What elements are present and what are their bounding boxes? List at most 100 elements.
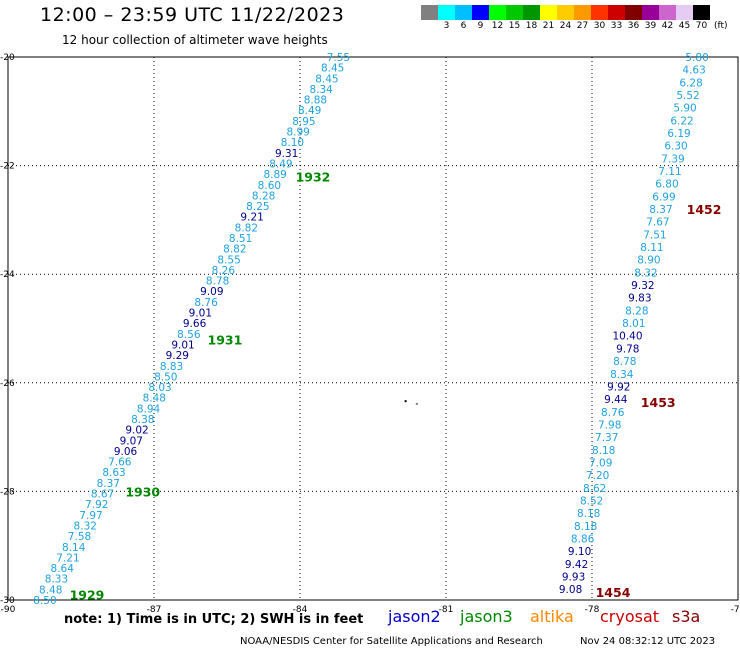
wave-height-label: 8.83 bbox=[160, 361, 183, 373]
x-tick-label: -81 bbox=[439, 605, 454, 615]
x-tick-label: -84 bbox=[293, 605, 308, 615]
wave-height-label: 8.67 bbox=[91, 489, 114, 501]
wave-height-label: 8.86 bbox=[571, 533, 595, 545]
legend-swatch bbox=[489, 5, 506, 20]
y-tick-label: -30 bbox=[0, 596, 15, 606]
legend-swatch bbox=[574, 5, 591, 20]
legend-tick-label: 33 bbox=[610, 21, 623, 31]
wave-height-label: 8.26 bbox=[212, 265, 236, 277]
wave-height-label: 8.28 bbox=[252, 190, 275, 202]
wave-height-label: 8.49 bbox=[269, 158, 292, 170]
wave-height-label: 8.50 bbox=[154, 371, 177, 383]
wave-height-label: 8.14 bbox=[62, 542, 86, 554]
wave-height-label: 9.31 bbox=[275, 148, 298, 160]
wave-height-label: 6.28 bbox=[679, 77, 702, 89]
wave-height-label: 9.10 bbox=[568, 546, 591, 558]
legend-swatch bbox=[557, 5, 574, 20]
wave-height-label: 8.78 bbox=[206, 276, 229, 288]
x-tick-label: -87 bbox=[147, 605, 162, 615]
wave-height-label: 9.92 bbox=[607, 381, 630, 393]
wave-height-label: 7.20 bbox=[586, 470, 609, 482]
legend-tick-label: 39 bbox=[644, 21, 657, 31]
wave-height-label: 7.11 bbox=[658, 166, 681, 178]
y-tick-label: -22 bbox=[0, 162, 15, 172]
legend-tick-label: 45 bbox=[678, 21, 691, 31]
wave-height-label: 8.62 bbox=[583, 483, 606, 495]
x-tick-label: -78 bbox=[585, 605, 600, 615]
wave-height-label: 8.28 bbox=[625, 305, 648, 317]
wave-height-label: 8.56 bbox=[177, 329, 201, 341]
wave-height-label: 6.19 bbox=[667, 128, 690, 140]
wave-height-label: 9.07 bbox=[120, 435, 143, 447]
legend-swatch bbox=[438, 5, 455, 20]
wave-height-label: 8.76 bbox=[601, 407, 625, 419]
wave-height-label: 9.21 bbox=[240, 212, 263, 224]
wave-height-label: 6.80 bbox=[655, 179, 678, 191]
wave-height-label: 8.25 bbox=[246, 201, 269, 213]
wave-height-label: 9.01 bbox=[171, 339, 194, 351]
wave-height-label: 10.40 bbox=[612, 331, 642, 343]
wave-height-label: 7.37 bbox=[595, 432, 618, 444]
wave-height-label: 8.64 bbox=[51, 563, 75, 575]
y-tick-label: -26 bbox=[0, 379, 15, 389]
footnote: note: 1) Time is in UTC; 2) SWH is in fe… bbox=[64, 612, 364, 627]
legend-tick-label: 15 bbox=[508, 21, 521, 31]
color-scale-unit: (ft) bbox=[714, 21, 728, 31]
wave-height-label: 8.18 bbox=[574, 521, 597, 533]
wave-height-label: 8.01 bbox=[622, 318, 645, 330]
wave-height-label: 8.82 bbox=[223, 244, 246, 256]
wave-height-label: 8.55 bbox=[217, 254, 240, 266]
wave-height-label: 9.42 bbox=[565, 559, 588, 571]
wave-height-label: 9.29 bbox=[166, 350, 189, 362]
chart-title: 12:00 – 23:59 UTC 11/22/2023 bbox=[40, 4, 345, 26]
legend-swatch bbox=[608, 5, 625, 20]
wave-height-label: 9.93 bbox=[562, 571, 585, 583]
island-mark bbox=[404, 400, 407, 403]
wave-height-label: 7.55 bbox=[327, 52, 350, 64]
wave-height-label: 8.88 bbox=[304, 95, 327, 107]
wave-height-label: 8.11 bbox=[640, 242, 663, 254]
legend-tick-label: 42 bbox=[661, 21, 674, 31]
wave-height-label: 8.45 bbox=[315, 73, 338, 85]
legend-tick-label: 18 bbox=[525, 21, 538, 31]
wave-height-label: 7.51 bbox=[643, 229, 666, 241]
legend-tick-label: 70 bbox=[695, 21, 708, 31]
wave-height-label: 8.95 bbox=[292, 116, 315, 128]
legend-tick-label: 30 bbox=[593, 21, 606, 31]
x-tick-label: -90 bbox=[1, 605, 16, 615]
legend-tick-label: 6 bbox=[460, 21, 467, 31]
wave-height-label: 8.32 bbox=[74, 520, 97, 532]
wave-height-label: 8.90 bbox=[637, 255, 660, 267]
wave-height-label: 9.09 bbox=[200, 286, 223, 298]
wave-height-label: 8.48 bbox=[39, 584, 62, 596]
wave-height-label: 8.34 bbox=[610, 369, 634, 381]
legend-tick-label: 27 bbox=[576, 21, 589, 31]
wave-height-label: 7.98 bbox=[598, 419, 621, 431]
wave-height-label: 9.83 bbox=[628, 293, 651, 305]
pass-time-label: 1454 bbox=[596, 585, 631, 600]
wave-height-label: 7.97 bbox=[79, 510, 102, 522]
wave-height-label: 8.50 bbox=[33, 595, 56, 607]
wave-height-label: 7.67 bbox=[646, 217, 669, 229]
wave-height-label: 9.08 bbox=[559, 584, 582, 596]
y-tick-label: -28 bbox=[0, 487, 15, 497]
wave-height-label: 8.37 bbox=[97, 478, 120, 490]
legend-tick-label: 21 bbox=[542, 21, 555, 31]
wave-height-label: 8.52 bbox=[580, 495, 603, 507]
pass-time-label: 1930 bbox=[125, 484, 160, 499]
wave-height-label: 8.89 bbox=[263, 169, 286, 181]
legend-jason2: jason2 bbox=[388, 607, 441, 626]
wave-height-label: 6.99 bbox=[652, 191, 675, 203]
legend-swatch bbox=[472, 5, 489, 20]
wave-height-label: 9.06 bbox=[114, 446, 138, 458]
wave-height-label: 7.21 bbox=[56, 552, 79, 564]
wave-height-label: 8.37 bbox=[649, 204, 672, 216]
footer-timestamp: Nov 24 08:32:12 UTC 2023 bbox=[580, 636, 716, 647]
wave-height-label: 8.03 bbox=[148, 382, 171, 394]
wave-height-label: 8.10 bbox=[281, 137, 304, 149]
pass-time-label: 1453 bbox=[641, 395, 676, 410]
wave-height-label: 8.60 bbox=[258, 180, 281, 192]
wave-height-label: 7.09 bbox=[589, 457, 612, 469]
legend-swatch bbox=[421, 5, 438, 20]
